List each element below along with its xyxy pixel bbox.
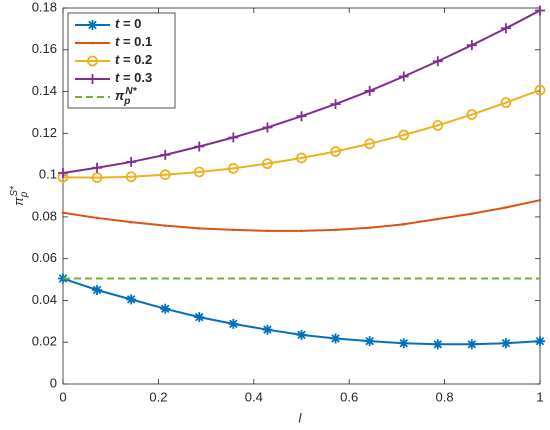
y-tick-label: 0.04	[32, 292, 57, 307]
marker	[436, 217, 440, 221]
marker	[500, 338, 511, 349]
marker	[197, 227, 201, 230]
y-tick-label: 0.1	[39, 167, 57, 182]
marker	[194, 312, 205, 323]
marker	[535, 336, 545, 347]
marker	[334, 228, 337, 232]
marker	[227, 163, 239, 174]
marker	[92, 285, 103, 295]
marker	[432, 56, 443, 67]
x-tick-label: 0.2	[149, 389, 167, 404]
y-tick-label: 0.08	[32, 208, 57, 223]
marker	[193, 166, 205, 178]
y-tick-label: 0.12	[32, 125, 57, 140]
marker	[87, 20, 98, 30]
legend-label: t = 0.2	[115, 52, 152, 67]
y-tick-label: 0.06	[32, 250, 57, 265]
marker	[87, 74, 98, 84]
y-tick-label: 0.18	[32, 0, 57, 14]
marker	[163, 224, 167, 227]
marker	[126, 294, 137, 305]
marker	[296, 329, 307, 340]
marker	[364, 138, 376, 150]
marker	[535, 5, 545, 16]
marker	[432, 339, 443, 350]
x-tick-label: 0.6	[340, 389, 358, 404]
marker	[538, 198, 542, 202]
marker	[398, 129, 410, 141]
marker	[300, 229, 303, 233]
marker	[534, 84, 546, 96]
x-tick-label: 0.8	[436, 389, 454, 404]
marker	[262, 122, 273, 133]
legend-label: t = 0.1	[115, 34, 152, 49]
marker	[500, 97, 512, 109]
marker	[432, 119, 444, 131]
legend-label: t = 0.3	[115, 70, 152, 85]
marker	[330, 99, 341, 110]
marker	[91, 41, 94, 45]
marker	[398, 71, 409, 82]
marker	[466, 339, 477, 350]
y-axis-label: πpS*	[9, 185, 30, 206]
marker	[129, 220, 133, 224]
legend-label: πpN*	[115, 86, 138, 107]
marker	[92, 162, 103, 173]
y-tick-label: 0	[50, 375, 57, 390]
y-tick-label: 0.16	[32, 41, 57, 56]
marker	[330, 333, 341, 344]
marker	[262, 324, 273, 335]
marker	[232, 228, 235, 232]
marker	[228, 132, 239, 143]
x-tick-label: 1	[536, 389, 543, 404]
marker	[470, 212, 474, 216]
marker	[58, 168, 68, 179]
marker	[398, 338, 409, 349]
marker	[296, 152, 307, 164]
marker	[364, 85, 375, 96]
marker	[330, 146, 341, 157]
marker	[61, 211, 65, 215]
marker	[91, 172, 103, 184]
marker	[266, 229, 269, 233]
marker	[466, 109, 478, 120]
x-axis-label: l	[299, 410, 303, 425]
marker	[126, 156, 137, 167]
marker	[466, 40, 477, 51]
marker	[125, 171, 137, 183]
marker	[504, 206, 508, 209]
y-tick-label: 0.02	[32, 334, 57, 349]
marker	[160, 149, 171, 160]
marker	[194, 141, 205, 152]
marker	[228, 318, 239, 329]
marker	[402, 222, 406, 226]
x-tick-label: 0	[59, 389, 66, 404]
x-tick-label: 0.4	[245, 389, 263, 404]
marker	[364, 336, 375, 347]
marker	[500, 23, 511, 34]
marker	[95, 216, 99, 220]
marker	[160, 303, 171, 314]
marker	[87, 55, 98, 67]
marker	[296, 111, 307, 122]
legend-label: t = 0	[115, 16, 141, 31]
marker	[262, 158, 273, 170]
marker	[368, 226, 371, 230]
y-tick-label: 0.14	[32, 83, 57, 98]
series-line	[62, 89, 541, 179]
marker	[159, 169, 171, 181]
